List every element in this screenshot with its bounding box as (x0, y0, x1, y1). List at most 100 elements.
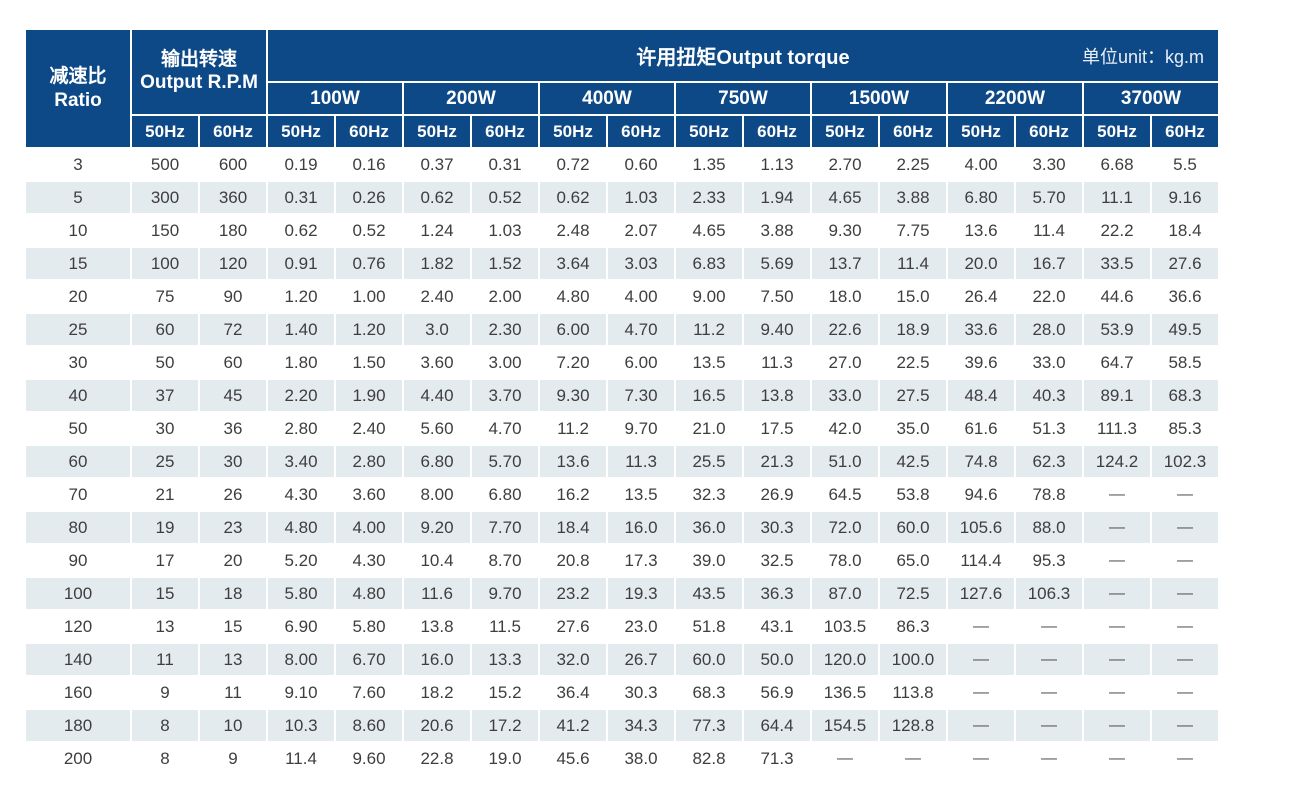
torque-cell: 0.19 (268, 149, 334, 180)
torque-cell: 0.31 (472, 149, 538, 180)
torque-cell: 13.6 (540, 446, 606, 477)
torque-cell: 13.5 (676, 347, 742, 378)
freq-header-60hz: 60Hz (336, 116, 402, 147)
freq-header-60hz: 60Hz (880, 116, 946, 147)
table-row-ratio-100: 100 15 18 5.80 4.80 11.6 9.70 23.2 19.3 43.5 36.3 8… (26, 578, 1218, 609)
torque-cell: 0.26 (336, 182, 402, 213)
torque-cell: 9.10 (268, 677, 334, 708)
torque-cell: 53.9 (1084, 314, 1150, 345)
table-body: 3 500 600 0.19 0.16 0.37 0.31 0.72 0.60 1.35 1.13 2… (26, 149, 1218, 774)
torque-cell: 33.5 (1084, 248, 1150, 279)
rpm-cell: 150 (132, 215, 198, 246)
rpm-cell: 500 (132, 149, 198, 180)
torque-cell: 3.00 (472, 347, 538, 378)
ratio-cell: 180 (26, 710, 130, 741)
rpm-cell: 120 (200, 248, 266, 279)
torque-cell: 94.6 (948, 479, 1014, 510)
torque-cell: 40.3 (1016, 380, 1082, 411)
rpm-cell: 60 (132, 314, 198, 345)
torque-cell: 18.0 (812, 281, 878, 312)
power-header-3700w: 3700W (1084, 83, 1218, 114)
torque-cell: 20.6 (404, 710, 470, 741)
freq-header-60hz: 60Hz (1152, 116, 1218, 147)
torque-cell: 11.3 (744, 347, 810, 378)
torque-cell: 136.5 (812, 677, 878, 708)
rpm-cell: 19 (132, 512, 198, 543)
torque-cell: 33.0 (1016, 347, 1082, 378)
torque-cell: 6.68 (1084, 149, 1150, 180)
torque-cell: 11.2 (676, 314, 742, 345)
table-row-ratio-80: 80 19 23 4.80 4.00 9.20 7.70 18.4 16.0 36.0 30.3 72… (26, 512, 1218, 543)
torque-cell: 4.65 (676, 215, 742, 246)
torque-cell: 4.80 (268, 512, 334, 543)
torque-cell: 44.6 (1084, 281, 1150, 312)
torque-cell: 1.50 (336, 347, 402, 378)
torque-cell: 16.7 (1016, 248, 1082, 279)
torque-cell: 4.00 (336, 512, 402, 543)
torque-cell: 3.88 (880, 182, 946, 213)
torque-cell: 7.50 (744, 281, 810, 312)
rpm-cell: 72 (200, 314, 266, 345)
torque-cell: 34.3 (608, 710, 674, 741)
torque-cell: 0.52 (336, 215, 402, 246)
torque-cell: 2.80 (336, 446, 402, 477)
torque-cell: 1.00 (336, 281, 402, 312)
ratio-cell: 20 (26, 281, 130, 312)
torque-cell: 58.5 (1152, 347, 1218, 378)
ratio-cell: 100 (26, 578, 130, 609)
torque-cell: 51.3 (1016, 413, 1082, 444)
torque-cell: 6.00 (540, 314, 606, 345)
torque-cell: 13.8 (404, 611, 470, 642)
torque-cell: 17.5 (744, 413, 810, 444)
ratio-cell: 140 (26, 644, 130, 675)
torque-cell: 36.0 (676, 512, 742, 543)
torque-cell: — (1016, 644, 1082, 675)
torque-cell: 4.65 (812, 182, 878, 213)
torque-cell: 5.80 (336, 611, 402, 642)
rpm-cell: 11 (200, 677, 266, 708)
torque-cell: — (1084, 512, 1150, 543)
torque-cell: 2.00 (472, 281, 538, 312)
torque-cell: 56.9 (744, 677, 810, 708)
torque-cell: 4.30 (336, 545, 402, 576)
torque-cell: 9.60 (336, 743, 402, 774)
torque-cell: 7.75 (880, 215, 946, 246)
torque-cell: 11.2 (540, 413, 606, 444)
torque-cell: 6.80 (404, 446, 470, 477)
torque-cell: 78.8 (1016, 479, 1082, 510)
torque-cell: 2.80 (268, 413, 334, 444)
torque-cell: 6.80 (472, 479, 538, 510)
torque-cell: 11.1 (1084, 182, 1150, 213)
rpm-cell: 75 (132, 281, 198, 312)
torque-cell: 127.6 (948, 578, 1014, 609)
torque-cell: 33.0 (812, 380, 878, 411)
torque-cell: — (1152, 479, 1218, 510)
torque-cell: 17.2 (472, 710, 538, 741)
torque-cell: 1.24 (404, 215, 470, 246)
torque-cell: 8.60 (336, 710, 402, 741)
torque-cell: 16.0 (404, 644, 470, 675)
freq-header-60hz: 60Hz (744, 116, 810, 147)
torque-cell: 27.0 (812, 347, 878, 378)
ratio-cell: 5 (26, 182, 130, 213)
torque-cell: 0.91 (268, 248, 334, 279)
table-row-ratio-70: 70 21 26 4.30 3.60 8.00 6.80 16.2 13.5 32.3 26.9 64… (26, 479, 1218, 510)
torque-cell: 5.69 (744, 248, 810, 279)
torque-cell: 68.3 (676, 677, 742, 708)
torque-cell: 13.7 (812, 248, 878, 279)
torque-cell: 4.40 (404, 380, 470, 411)
ratio-cell: 40 (26, 380, 130, 411)
torque-cell: 5.70 (472, 446, 538, 477)
rpm-cell: 8 (132, 743, 198, 774)
rpm-cell: 9 (200, 743, 266, 774)
ratio-header-cn: 减速比 (49, 65, 107, 87)
table-row-ratio-10: 10 150 180 0.62 0.52 1.24 1.03 2.48 2.07 4.65 3.88… (26, 215, 1218, 246)
power-header-100w: 100W (268, 83, 402, 114)
rpm-header-cn: 输出转速 (160, 49, 237, 71)
torque-cell: — (1016, 611, 1082, 642)
torque-cell: 23.0 (608, 611, 674, 642)
torque-cell: 5.80 (268, 578, 334, 609)
power-header-2200w: 2200W (948, 83, 1082, 114)
torque-cell: 1.35 (676, 149, 742, 180)
torque-cell: — (1016, 743, 1082, 774)
